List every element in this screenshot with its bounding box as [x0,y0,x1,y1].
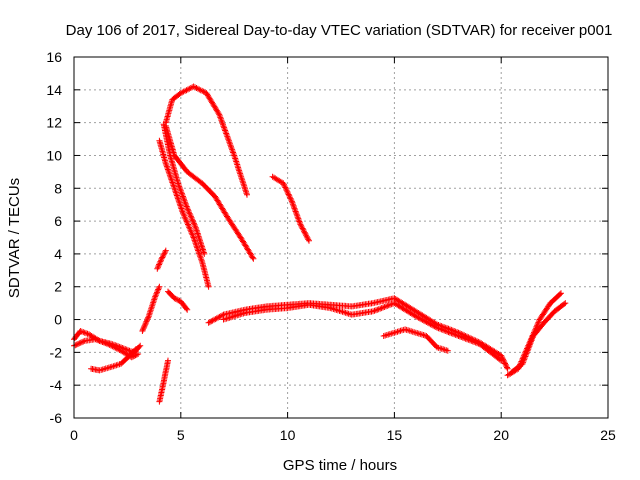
series-track-6 [154,247,169,272]
marker-track [269,173,312,244]
y-tick-label: 10 [46,147,62,163]
x-tick-label: 5 [177,427,185,443]
series-track-17 [508,300,569,376]
y-tick-label: -4 [50,377,63,393]
series-track-8 [156,137,212,290]
series-track-13 [205,295,511,372]
y-axis-label: SDTVAR / TECUs [6,178,23,298]
x-tick-label: 0 [70,427,78,443]
y-tick-label: 12 [46,115,62,131]
marker-track [139,283,163,334]
x-tick-label: 20 [493,427,509,443]
y-tick-label: 2 [54,279,62,295]
marker-track [162,122,257,262]
marker-track [220,300,505,364]
ticks [73,56,609,419]
marker-track [205,295,511,372]
series-track-15 [380,326,451,354]
x-tick-label: 25 [600,427,616,443]
y-tick-label: 8 [54,180,62,196]
marker-track [165,288,191,313]
marker-track [156,137,212,290]
series-track-9 [160,121,208,257]
series-track-7 [165,288,191,313]
y-tick-label: 6 [54,213,62,229]
marker-track [162,83,250,198]
x-tick-label: 15 [387,427,403,443]
y-tick-label: -6 [50,410,63,426]
y-tick-label: 14 [46,82,62,98]
series-track-14 [220,300,505,364]
tick-labels: 0 5 10 15 20 25 -6 -4 -2 0 2 4 6 8 10 12 14 16 [46,49,616,443]
marker-track [508,300,569,376]
y-tick-label: 0 [54,312,62,328]
chart-title: Day 106 of 2017, Sidereal Day-to-day VTE… [66,22,613,39]
series-layer [71,83,569,405]
series-track-11 [162,122,257,262]
marker-track [88,346,139,374]
series-track-5 [156,357,171,405]
y-tick-label: 16 [46,49,62,65]
x-axis-label: GPS time / hours [283,457,397,474]
series-track-12 [269,173,312,244]
marker-track [154,247,169,272]
y-tick-label: 4 [54,246,62,262]
marker-track [156,357,171,405]
plot-frame [73,56,609,419]
series-track-3 [88,346,139,374]
x-tick-label: 10 [280,427,296,443]
series-track-10 [162,83,250,198]
series-track-4 [139,283,163,334]
marker-track [380,326,451,354]
y-tick-label: -2 [50,344,63,360]
grid [74,57,608,418]
marker-track [160,121,208,257]
